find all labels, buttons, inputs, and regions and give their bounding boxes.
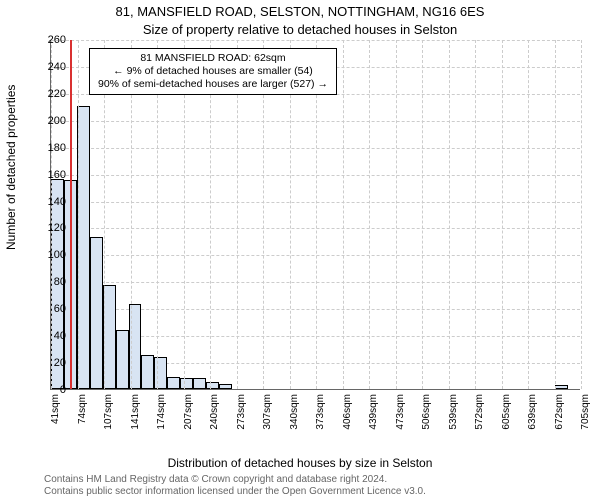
x-tick-label: 572sqm bbox=[474, 394, 485, 434]
gridline-v bbox=[343, 40, 344, 389]
gridline-v bbox=[475, 40, 476, 389]
histogram-bar bbox=[180, 378, 193, 389]
histogram-bar bbox=[141, 355, 154, 389]
y-tick-label: 220 bbox=[36, 88, 66, 100]
x-tick-label: 373sqm bbox=[315, 394, 326, 434]
y-tick-label: 120 bbox=[36, 222, 66, 234]
histogram-bar bbox=[206, 382, 219, 389]
x-tick-label: 672sqm bbox=[554, 394, 565, 434]
histogram-bar bbox=[555, 385, 568, 389]
annotation-line2: ← 9% of detached houses are smaller (54) bbox=[98, 65, 328, 78]
footer-line2: Contains public sector information licen… bbox=[44, 486, 600, 498]
gridline-v bbox=[581, 40, 582, 389]
y-tick-label: 40 bbox=[36, 330, 66, 342]
histogram-bar bbox=[116, 330, 129, 389]
x-tick-label: 41sqm bbox=[50, 394, 61, 434]
histogram-bar bbox=[193, 378, 206, 389]
annotation-line1: 81 MANSFIELD ROAD: 62sqm bbox=[98, 52, 328, 65]
gridline-v bbox=[528, 40, 529, 389]
y-tick-label: 100 bbox=[36, 249, 66, 261]
x-tick-label: 240sqm bbox=[209, 394, 220, 434]
y-tick-label: 180 bbox=[36, 142, 66, 154]
x-tick-label: 107sqm bbox=[103, 394, 114, 434]
x-tick-label: 705sqm bbox=[580, 394, 591, 434]
x-tick-label: 74sqm bbox=[77, 394, 88, 434]
x-tick-label: 307sqm bbox=[262, 394, 273, 434]
x-tick-label: 207sqm bbox=[183, 394, 194, 434]
x-tick-label: 439sqm bbox=[368, 394, 379, 434]
histogram-bar bbox=[167, 377, 180, 389]
gridline-v bbox=[369, 40, 370, 389]
y-tick-label: 240 bbox=[36, 61, 66, 73]
y-tick-label: 260 bbox=[36, 34, 66, 46]
x-tick-label: 473sqm bbox=[395, 394, 406, 434]
x-tick-label: 605sqm bbox=[501, 394, 512, 434]
x-tick-label: 406sqm bbox=[342, 394, 353, 434]
x-tick-label: 340sqm bbox=[289, 394, 300, 434]
y-tick-label: 60 bbox=[36, 303, 66, 315]
x-tick-label: 141sqm bbox=[130, 394, 141, 434]
histogram-bar bbox=[90, 237, 103, 389]
gridline-v bbox=[422, 40, 423, 389]
footer-line1: Contains HM Land Registry data © Crown c… bbox=[44, 474, 600, 486]
y-tick-label: 20 bbox=[36, 357, 66, 369]
gridline-v bbox=[502, 40, 503, 389]
histogram-bar bbox=[77, 106, 90, 389]
y-axis-label: Number of detached properties bbox=[4, 85, 18, 250]
x-tick-label: 539sqm bbox=[448, 394, 459, 434]
x-tick-label: 506sqm bbox=[421, 394, 432, 434]
plot-area: 81 MANSFIELD ROAD: 62sqm ← 9% of detache… bbox=[50, 40, 580, 390]
x-tick-label: 174sqm bbox=[156, 394, 167, 434]
annotation-box: 81 MANSFIELD ROAD: 62sqm ← 9% of detache… bbox=[89, 48, 337, 95]
x-axis-label: Distribution of detached houses by size … bbox=[0, 456, 600, 470]
reference-line bbox=[70, 40, 72, 389]
gridline-v bbox=[555, 40, 556, 389]
footer-attribution: Contains HM Land Registry data © Crown c… bbox=[0, 474, 600, 498]
y-tick-label: 160 bbox=[36, 169, 66, 181]
histogram-bar bbox=[219, 384, 232, 389]
chart-title-line1: 81, MANSFIELD ROAD, SELSTON, NOTTINGHAM,… bbox=[0, 4, 600, 19]
annotation-line3: 90% of semi-detached houses are larger (… bbox=[98, 78, 328, 91]
gridline-v bbox=[449, 40, 450, 389]
x-tick-label: 273sqm bbox=[236, 394, 247, 434]
gridline-v bbox=[396, 40, 397, 389]
y-tick-label: 140 bbox=[36, 196, 66, 208]
gridline-v bbox=[78, 40, 79, 389]
y-tick-label: 80 bbox=[36, 276, 66, 288]
x-tick-label: 639sqm bbox=[527, 394, 538, 434]
y-tick-label: 200 bbox=[36, 115, 66, 127]
chart-title-line2: Size of property relative to detached ho… bbox=[0, 22, 600, 37]
